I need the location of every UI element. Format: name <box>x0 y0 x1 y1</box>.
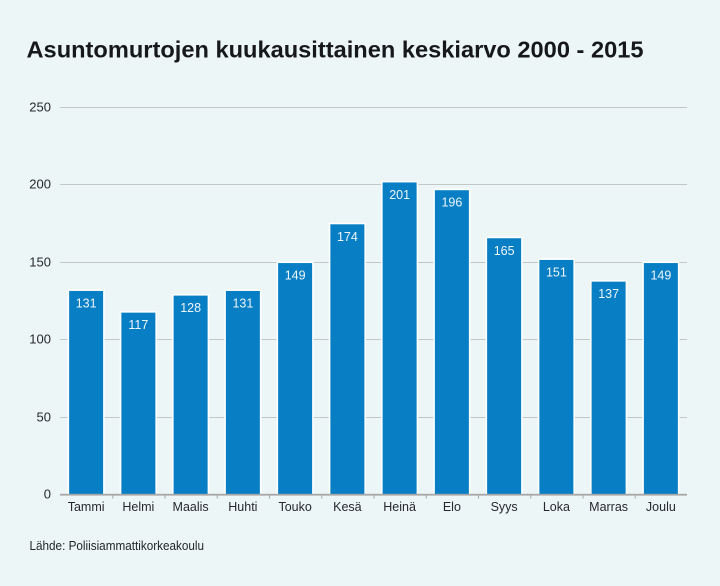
svg-text:Asuntomurtojen kuukausittainen: Asuntomurtojen kuukausittainen keskiarvo… <box>27 36 644 62</box>
svg-text:Touko: Touko <box>278 500 311 514</box>
svg-text:196: 196 <box>441 196 462 210</box>
svg-text:50: 50 <box>37 410 51 425</box>
svg-text:Marras: Marras <box>589 500 628 514</box>
svg-text:150: 150 <box>29 255 51 270</box>
svg-text:Lähde: Poliisiammattikorkeakou: Lähde: Poliisiammattikorkeakoulu <box>30 539 205 553</box>
svg-text:201: 201 <box>389 188 410 202</box>
svg-text:137: 137 <box>598 287 619 301</box>
svg-text:174: 174 <box>337 230 358 244</box>
svg-text:100: 100 <box>29 332 51 347</box>
svg-text:Heinä: Heinä <box>383 500 416 514</box>
svg-text:Joulu: Joulu <box>646 500 676 514</box>
svg-text:117: 117 <box>128 318 148 332</box>
svg-text:Tammi: Tammi <box>68 500 105 514</box>
svg-text:250: 250 <box>29 100 51 115</box>
svg-text:Syys: Syys <box>491 500 518 514</box>
svg-text:Huhti: Huhti <box>228 500 257 514</box>
svg-text:165: 165 <box>494 244 515 258</box>
svg-text:Kesä: Kesä <box>333 500 362 514</box>
svg-text:200: 200 <box>29 177 51 192</box>
svg-text:131: 131 <box>76 296 97 310</box>
svg-text:Helmi: Helmi <box>122 500 154 514</box>
svg-text:Maalis: Maalis <box>173 500 209 514</box>
svg-text:131: 131 <box>232 296 253 310</box>
svg-text:Elo: Elo <box>443 500 461 514</box>
svg-text:0: 0 <box>44 487 51 502</box>
svg-text:149: 149 <box>285 269 306 283</box>
svg-text:151: 151 <box>546 265 567 279</box>
svg-text:128: 128 <box>180 301 201 315</box>
svg-text:Loka: Loka <box>543 500 570 514</box>
svg-text:149: 149 <box>650 269 671 283</box>
